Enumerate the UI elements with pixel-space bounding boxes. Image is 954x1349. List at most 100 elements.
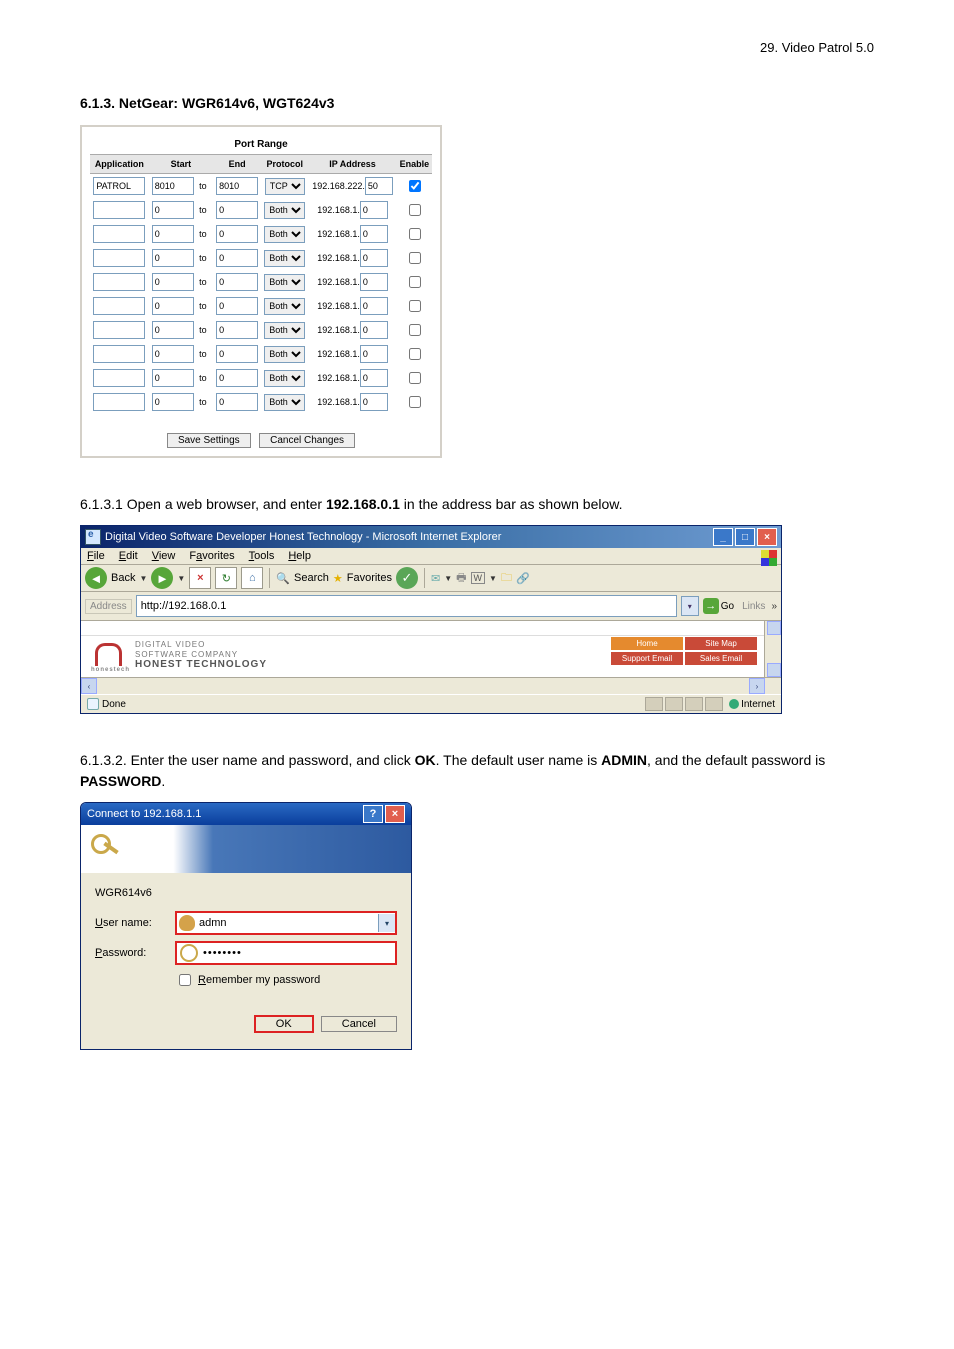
forward-dropdown[interactable]: ▼ <box>177 574 185 583</box>
ip-last-octet-input[interactable] <box>360 321 388 339</box>
enable-checkbox[interactable] <box>409 396 421 408</box>
close-button[interactable]: × <box>757 528 777 546</box>
application-input[interactable] <box>93 297 145 315</box>
address-dropdown[interactable]: ▾ <box>681 596 699 616</box>
protocol-select[interactable]: Both <box>264 202 305 219</box>
start-port-input[interactable] <box>152 321 194 339</box>
help-button[interactable]: ? <box>363 805 383 823</box>
start-port-input[interactable] <box>152 273 194 291</box>
application-input[interactable] <box>93 273 145 291</box>
protocol-select[interactable]: Both <box>264 274 305 291</box>
favorites-icon[interactable]: ★ <box>333 572 343 585</box>
enable-checkbox[interactable] <box>409 300 421 312</box>
back-button[interactable]: ◄ <box>85 567 107 589</box>
start-port-input[interactable] <box>152 393 194 411</box>
nav-home[interactable]: Home <box>611 637 683 650</box>
messenger-button[interactable]: 🔗 <box>516 572 530 585</box>
end-port-input[interactable] <box>216 345 258 363</box>
search-icon[interactable]: 🔍 <box>276 572 290 585</box>
enable-checkbox[interactable] <box>409 180 421 192</box>
links-chevron-icon[interactable]: » <box>771 601 777 612</box>
edit-button[interactable]: W <box>471 572 486 584</box>
application-input[interactable] <box>93 393 145 411</box>
protocol-select[interactable]: Both <box>264 394 305 411</box>
ip-last-octet-input[interactable] <box>360 297 388 315</box>
nav-sales[interactable]: Sales Email <box>685 652 757 665</box>
start-port-input[interactable] <box>152 201 194 219</box>
ip-last-octet-input[interactable] <box>360 369 388 387</box>
application-input[interactable] <box>93 201 145 219</box>
end-port-input[interactable] <box>216 249 258 267</box>
start-port-input[interactable] <box>152 297 194 315</box>
application-input[interactable] <box>93 321 145 339</box>
cancel-changes-button[interactable]: Cancel Changes <box>259 433 355 448</box>
enable-checkbox[interactable] <box>409 204 421 216</box>
application-input[interactable] <box>93 177 145 195</box>
remember-checkbox[interactable] <box>179 974 191 986</box>
cancel-button[interactable]: Cancel <box>321 1016 397 1032</box>
home-button[interactable]: ⌂ <box>241 567 263 589</box>
end-port-input[interactable] <box>216 201 258 219</box>
ip-last-octet-input[interactable] <box>360 273 388 291</box>
minimize-button[interactable]: _ <box>713 528 733 546</box>
application-input[interactable] <box>93 249 145 267</box>
forward-button[interactable]: ► <box>151 567 173 589</box>
end-port-input[interactable] <box>216 297 258 315</box>
enable-checkbox[interactable] <box>409 228 421 240</box>
start-port-input[interactable] <box>152 249 194 267</box>
menu-tools[interactable]: Tools <box>249 550 275 562</box>
search-label[interactable]: Search <box>294 572 329 584</box>
links-label[interactable]: Links <box>742 601 765 612</box>
menu-help[interactable]: Help <box>288 550 311 562</box>
start-port-input[interactable] <box>152 369 194 387</box>
favorites-label[interactable]: Favorites <box>347 572 392 584</box>
enable-checkbox[interactable] <box>409 276 421 288</box>
application-input[interactable] <box>93 225 145 243</box>
enable-checkbox[interactable] <box>409 252 421 264</box>
application-input[interactable] <box>93 345 145 363</box>
protocol-select[interactable]: Both <box>264 250 305 267</box>
scroll-right-button[interactable]: › <box>749 678 765 694</box>
maximize-button[interactable]: □ <box>735 528 755 546</box>
discuss-button[interactable]: 🗀 <box>501 569 512 588</box>
end-port-input[interactable] <box>216 273 258 291</box>
nav-support[interactable]: Support Email <box>611 652 683 665</box>
history-button[interactable]: ✓ <box>396 567 418 589</box>
password-field[interactable] <box>175 941 397 965</box>
ip-last-octet-input[interactable] <box>360 345 388 363</box>
menu-edit[interactable]: Edit <box>119 550 138 562</box>
ip-last-octet-input[interactable] <box>360 249 388 267</box>
stop-button[interactable]: × <box>189 567 211 589</box>
ip-last-octet-input[interactable] <box>360 225 388 243</box>
password-input[interactable] <box>201 944 395 962</box>
protocol-select[interactable]: TCP <box>265 178 305 195</box>
end-port-input[interactable] <box>216 393 258 411</box>
end-port-input[interactable] <box>216 177 258 195</box>
application-input[interactable] <box>93 369 145 387</box>
save-settings-button[interactable]: Save Settings <box>167 433 251 448</box>
vertical-scrollbar[interactable] <box>764 621 781 677</box>
ip-last-octet-input[interactable] <box>360 393 388 411</box>
menu-file[interactable]: File <box>87 550 105 562</box>
username-field[interactable]: ▾ <box>175 911 397 935</box>
end-port-input[interactable] <box>216 321 258 339</box>
start-port-input[interactable] <box>152 345 194 363</box>
address-input[interactable] <box>136 595 677 617</box>
nav-sitemap[interactable]: Site Map <box>685 637 757 650</box>
print-button[interactable]: 🖶 <box>456 569 466 588</box>
username-dropdown[interactable]: ▾ <box>378 914 395 932</box>
go-button[interactable]: →Go <box>703 598 734 614</box>
protocol-select[interactable]: Both <box>264 346 305 363</box>
menu-view[interactable]: View <box>152 550 176 562</box>
close-button[interactable]: × <box>385 805 405 823</box>
menu-favorites[interactable]: Favorites <box>189 550 234 562</box>
ip-last-octet-input[interactable] <box>360 201 388 219</box>
start-port-input[interactable] <box>152 177 194 195</box>
back-dropdown[interactable]: ▼ <box>139 574 147 583</box>
back-label[interactable]: Back <box>111 572 135 584</box>
ok-button[interactable]: OK <box>254 1015 314 1033</box>
enable-checkbox[interactable] <box>409 348 421 360</box>
username-input[interactable] <box>197 914 378 932</box>
protocol-select[interactable]: Both <box>264 298 305 315</box>
enable-checkbox[interactable] <box>409 372 421 384</box>
